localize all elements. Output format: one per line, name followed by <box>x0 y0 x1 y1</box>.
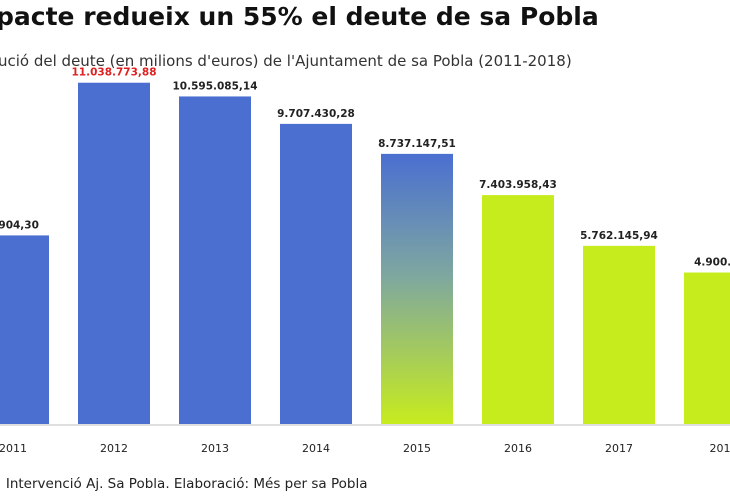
bar-2013 <box>179 96 251 424</box>
x-tick-label-2018: 201 <box>710 442 730 455</box>
x-tick-label-2015: 2015 <box>403 442 431 455</box>
x-tick-label-2014: 2014 <box>302 442 330 455</box>
x-tick-label-2016: 2016 <box>504 442 532 455</box>
x-tick-label-2017: 2017 <box>605 442 633 455</box>
bar-chart: 9.904,30 11.038.773,88 10.595.085,14 9.707.… <box>0 67 730 455</box>
value-label-2011: 9.904,30 <box>0 219 39 231</box>
chart-subtitle: ució del deute (en milions d'euros) de l… <box>0 52 572 70</box>
bar-2017 <box>583 245 655 424</box>
bar-2015 <box>381 153 453 424</box>
value-label-2014: 9.707.430,28 <box>277 108 355 120</box>
x-tick-label-2011: 2011 <box>0 442 27 455</box>
value-label-2017: 5.762.145,94 <box>580 230 658 242</box>
value-label-2012: 11.038.773,88 <box>71 67 156 79</box>
x-tick-label-2012: 2012 <box>100 442 128 455</box>
bar-2011 <box>0 235 49 424</box>
bar-2014 <box>280 123 352 425</box>
value-label-2016: 7.403.958,43 <box>479 179 557 191</box>
x-tick-label-2013: 2013 <box>201 442 229 455</box>
chart-title: pacte redueix un 55% el deute de sa Pobl… <box>0 2 599 31</box>
value-label-2013: 10.595.085,14 <box>172 80 257 92</box>
value-label-2015: 8.737.147,51 <box>378 138 456 150</box>
chart-source: : Intervenció Aj. Sa Pobla. Elaboració: … <box>0 476 368 492</box>
bar-2012 <box>78 82 150 425</box>
bar-2018 <box>684 272 730 424</box>
bar-2016 <box>482 195 554 424</box>
value-label-2018: 4.900.00 <box>694 257 730 269</box>
